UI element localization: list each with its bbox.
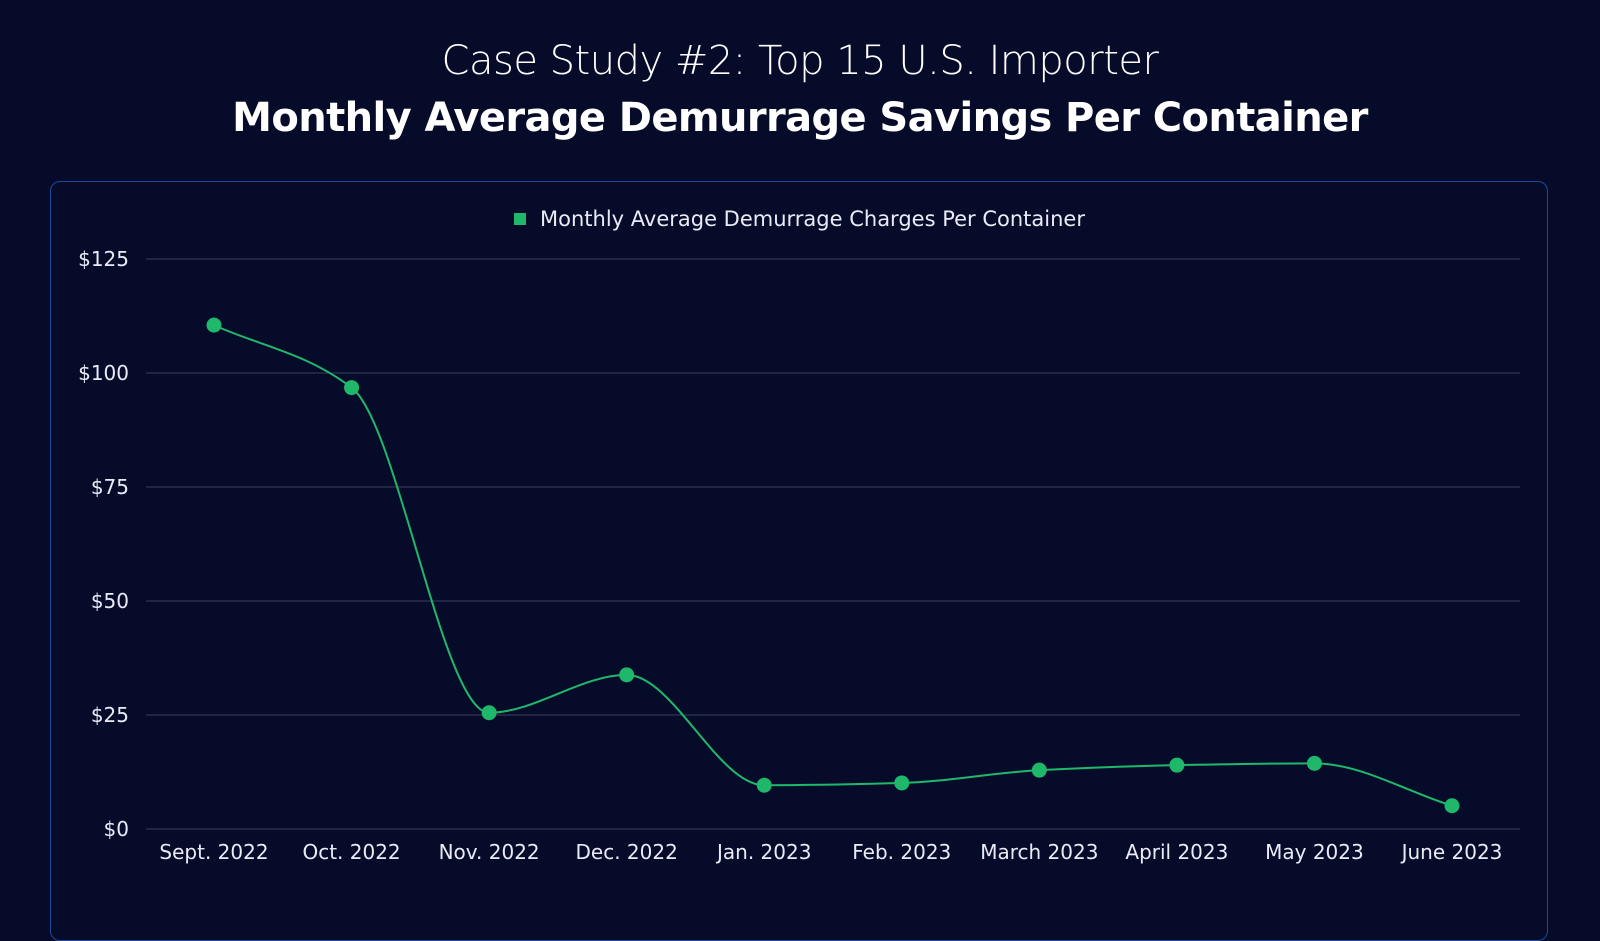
data-point (481, 705, 497, 721)
series-points (206, 317, 1460, 814)
legend-swatch (514, 213, 526, 225)
data-point (619, 667, 635, 683)
chart-legend: Monthly Average Demurrage Charges Per Co… (514, 207, 1085, 231)
x-tick-label: Jan. 2023 (715, 840, 811, 864)
data-point (894, 775, 910, 791)
line-chart: Monthly Average Demurrage Charges Per Co… (78, 207, 1520, 864)
y-tick-label: $50 (91, 589, 129, 613)
grid-lines (146, 258, 1520, 830)
data-point (344, 380, 360, 396)
series-line (213, 324, 1453, 807)
y-tick-label: $125 (78, 247, 129, 271)
x-tick-label: April 2023 (1125, 840, 1228, 864)
data-point (1306, 755, 1322, 771)
x-tick-label: March 2023 (980, 840, 1098, 864)
x-axis-ticks: Sept. 2022 Oct. 2022 Nov. 2022 Dec. 2022 Jan… (159, 840, 1502, 864)
x-tick-label: June 2023 (1400, 840, 1503, 864)
y-tick-label: $25 (91, 703, 129, 727)
x-tick-label: Feb. 2023 (852, 840, 951, 864)
chart-subtitle: Case Study #2: Top 15 U.S. Importer (441, 38, 1159, 84)
chart-panel (50, 181, 1548, 941)
x-tick-label: Nov. 2022 (439, 840, 540, 864)
x-tick-label: Sept. 2022 (159, 840, 268, 864)
data-point (206, 317, 222, 333)
legend-label: Monthly Average Demurrage Charges Per Co… (540, 207, 1085, 231)
y-axis-ticks: $0 $25 $50 $75 $100 $125 (78, 247, 129, 841)
data-point (756, 777, 772, 793)
data-point (1444, 798, 1460, 814)
x-tick-label: May 2023 (1265, 840, 1364, 864)
x-tick-label: Oct. 2022 (302, 840, 400, 864)
data-point (1031, 762, 1047, 778)
y-tick-label: $100 (78, 361, 129, 385)
y-tick-label: $0 (104, 817, 129, 841)
x-tick-label: Dec. 2022 (576, 840, 678, 864)
chart-title: Monthly Average Demurrage Savings Per Co… (232, 95, 1368, 141)
data-point (1169, 757, 1185, 773)
y-tick-label: $75 (91, 475, 129, 499)
chart-titles: Case Study #2: Top 15 U.S. Importer Mont… (0, 34, 1600, 148)
